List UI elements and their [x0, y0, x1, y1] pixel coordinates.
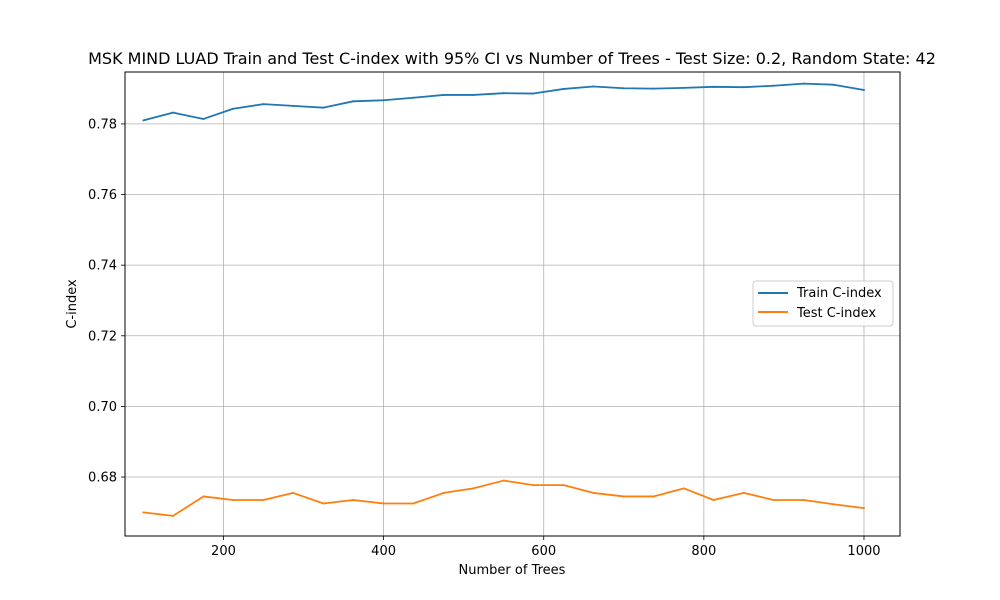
- x-axis-label: Number of Trees: [459, 563, 566, 578]
- data-point-test-c-index: [802, 498, 805, 501]
- data-point-test-c-index: [682, 487, 685, 490]
- data-point-train-c-index: [862, 89, 865, 92]
- data-point-test-c-index: [412, 502, 415, 505]
- data-point-train-c-index: [802, 82, 805, 85]
- data-point-train-c-index: [772, 84, 775, 87]
- data-point-test-c-index: [442, 491, 445, 494]
- legend: Train C-index Test C-index: [752, 280, 894, 327]
- y-tick-label: 0.74: [88, 259, 117, 274]
- x-tick-label: 400: [371, 544, 396, 559]
- data-point-train-c-index: [472, 93, 475, 96]
- grid-lines: [125, 72, 900, 536]
- data-point-train-c-index: [232, 107, 235, 110]
- data-point-test-c-index: [592, 491, 595, 494]
- data-point-test-c-index: [652, 495, 655, 498]
- x-tick-label: 800: [691, 544, 716, 559]
- data-point-train-c-index: [712, 85, 715, 88]
- data-point-train-c-index: [502, 92, 505, 95]
- y-axis-label: C-index: [65, 279, 80, 329]
- data-point-test-c-index: [292, 491, 295, 494]
- data-point-train-c-index: [592, 85, 595, 88]
- data-point-train-c-index: [202, 117, 205, 120]
- data-point-train-c-index: [622, 87, 625, 90]
- axis-ticks: 200 400 600 800 1000 0.68 0.70 0.72 0.74 0.76 0.78: [88, 117, 880, 559]
- series-lines: [142, 82, 865, 517]
- data-point-test-c-index: [862, 507, 865, 510]
- data-point-train-c-index: [442, 93, 445, 96]
- data-point-test-c-index: [832, 503, 835, 506]
- data-point-test-c-index: [262, 498, 265, 501]
- data-point-test-c-index: [532, 484, 535, 487]
- data-point-test-c-index: [562, 484, 565, 487]
- data-point-train-c-index: [682, 86, 685, 89]
- chart-title: MSK MIND LUAD Train and Test C-index wit…: [88, 49, 936, 68]
- x-tick-label: 600: [531, 544, 556, 559]
- data-point-test-c-index: [472, 487, 475, 490]
- data-point-test-c-index: [742, 491, 745, 494]
- data-point-test-c-index: [622, 495, 625, 498]
- data-point-test-c-index: [172, 514, 175, 517]
- data-point-train-c-index: [742, 86, 745, 89]
- data-point-train-c-index: [412, 96, 415, 99]
- legend-label-test: Test C-index: [796, 306, 876, 321]
- data-point-train-c-index: [322, 106, 325, 109]
- x-tick-label: 1000: [847, 544, 880, 559]
- y-tick-label: 0.76: [88, 188, 117, 203]
- data-point-test-c-index: [142, 511, 145, 514]
- y-tick-label: 0.72: [88, 329, 117, 344]
- data-point-test-c-index: [772, 498, 775, 501]
- data-point-train-c-index: [382, 99, 385, 102]
- data-point-train-c-index: [172, 111, 175, 114]
- y-tick-label: 0.68: [88, 471, 117, 486]
- y-tick-label: 0.78: [88, 117, 117, 132]
- data-point-train-c-index: [352, 100, 355, 103]
- data-point-train-c-index: [532, 92, 535, 95]
- legend-label-train: Train C-index: [796, 286, 882, 301]
- x-tick-label: 200: [211, 544, 236, 559]
- data-point-train-c-index: [292, 104, 295, 107]
- data-point-test-c-index: [232, 498, 235, 501]
- data-point-test-c-index: [352, 498, 355, 501]
- data-point-test-c-index: [502, 479, 505, 482]
- data-point-test-c-index: [382, 502, 385, 505]
- data-point-train-c-index: [262, 103, 265, 106]
- data-point-train-c-index: [142, 119, 145, 122]
- data-point-train-c-index: [832, 83, 835, 86]
- data-point-test-c-index: [202, 495, 205, 498]
- data-point-test-c-index: [322, 502, 325, 505]
- plot-frame: [124, 71, 901, 537]
- y-tick-label: 0.70: [88, 400, 117, 415]
- data-point-train-c-index: [562, 87, 565, 90]
- data-point-train-c-index: [652, 87, 655, 90]
- data-point-test-c-index: [712, 498, 715, 501]
